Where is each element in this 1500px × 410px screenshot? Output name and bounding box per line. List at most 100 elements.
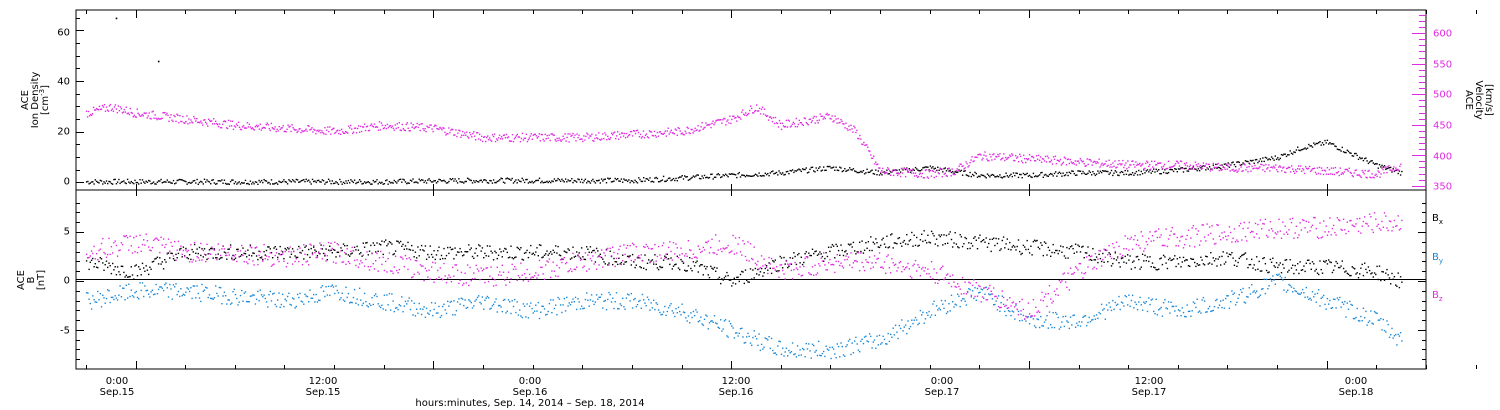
data-point (1273, 159, 1275, 161)
data-point (1229, 170, 1231, 172)
data-point (447, 246, 449, 249)
data-point (140, 289, 142, 292)
data-point (506, 310, 508, 312)
data-point (1053, 158, 1056, 160)
data-point (227, 248, 229, 250)
data-point (687, 315, 690, 317)
data-point (114, 266, 116, 268)
data-point (1319, 305, 1321, 307)
data-point (1179, 160, 1182, 162)
data-point (156, 293, 159, 295)
data-point (420, 313, 423, 316)
data-point (1198, 310, 1201, 312)
data-point (444, 131, 446, 134)
data-point (1261, 270, 1263, 272)
data-point (402, 128, 404, 130)
data-point (476, 132, 478, 134)
data-point (1038, 326, 1041, 329)
data-point (1124, 164, 1126, 166)
data-point (469, 266, 471, 269)
data-point (1107, 309, 1109, 311)
data-point (1354, 317, 1356, 320)
data-point (1049, 161, 1052, 163)
data-point (1308, 298, 1310, 301)
data-point (692, 310, 695, 313)
data-point (1157, 162, 1159, 164)
data-point (870, 335, 872, 338)
data-point (901, 245, 903, 247)
data-point (951, 168, 953, 170)
data-point (85, 181, 88, 183)
data-point (243, 127, 246, 129)
data-point (478, 138, 480, 140)
data-point (748, 112, 750, 115)
data-point (813, 170, 815, 172)
data-point (89, 261, 91, 263)
data-point (609, 250, 611, 252)
data-point (1074, 160, 1076, 162)
data-point (799, 122, 801, 124)
axis-ticks (76, 10, 1426, 369)
data-point (672, 177, 675, 180)
data-point (887, 167, 889, 169)
data-point (464, 180, 466, 183)
data-point (1172, 258, 1175, 260)
data-point (493, 133, 496, 135)
data-point (360, 260, 362, 262)
data-point (251, 127, 254, 129)
data-point (269, 248, 271, 250)
data-point (546, 250, 548, 252)
data-point (1109, 166, 1111, 168)
data-point (1211, 310, 1213, 312)
data-point (244, 291, 247, 293)
data-point (1068, 162, 1070, 165)
data-point (818, 253, 820, 255)
data-point (375, 293, 377, 295)
data-point (787, 119, 790, 121)
data-point (1376, 312, 1378, 315)
data-point (1172, 170, 1175, 173)
data-point (779, 172, 781, 174)
data-point (1370, 160, 1372, 162)
data-point (337, 251, 340, 253)
data-point (963, 243, 965, 245)
data-point (1060, 164, 1063, 166)
data-point (166, 112, 168, 115)
data-point (373, 123, 376, 125)
data-point (203, 253, 206, 255)
data-point (404, 245, 407, 247)
data-point (531, 180, 533, 183)
data-point (221, 123, 224, 126)
data-point (1331, 271, 1334, 274)
data-point (896, 331, 898, 333)
data-point (980, 288, 982, 290)
data-point (865, 335, 867, 337)
data-point (914, 166, 917, 169)
data-point (510, 140, 513, 142)
data-point (1105, 170, 1108, 173)
data-point (305, 245, 307, 247)
data-point (1155, 168, 1157, 170)
data-point (938, 307, 940, 309)
data-point (1136, 164, 1138, 166)
data-point (603, 137, 605, 140)
data-point (1230, 301, 1232, 303)
data-point (239, 255, 242, 257)
data-point (445, 134, 447, 136)
data-point (1377, 319, 1379, 321)
data-point (806, 172, 809, 174)
data-point (600, 293, 603, 296)
data-point (810, 357, 812, 359)
data-point (914, 316, 917, 319)
data-point (123, 108, 125, 111)
data-point (260, 257, 263, 259)
data-point (1228, 253, 1231, 255)
data-point (1013, 159, 1015, 162)
data-point (402, 311, 404, 313)
data-point (417, 246, 419, 248)
data-point (973, 297, 975, 299)
data-point (655, 136, 658, 138)
data-point (187, 249, 190, 252)
data-point (801, 168, 804, 170)
data-point (916, 176, 919, 178)
